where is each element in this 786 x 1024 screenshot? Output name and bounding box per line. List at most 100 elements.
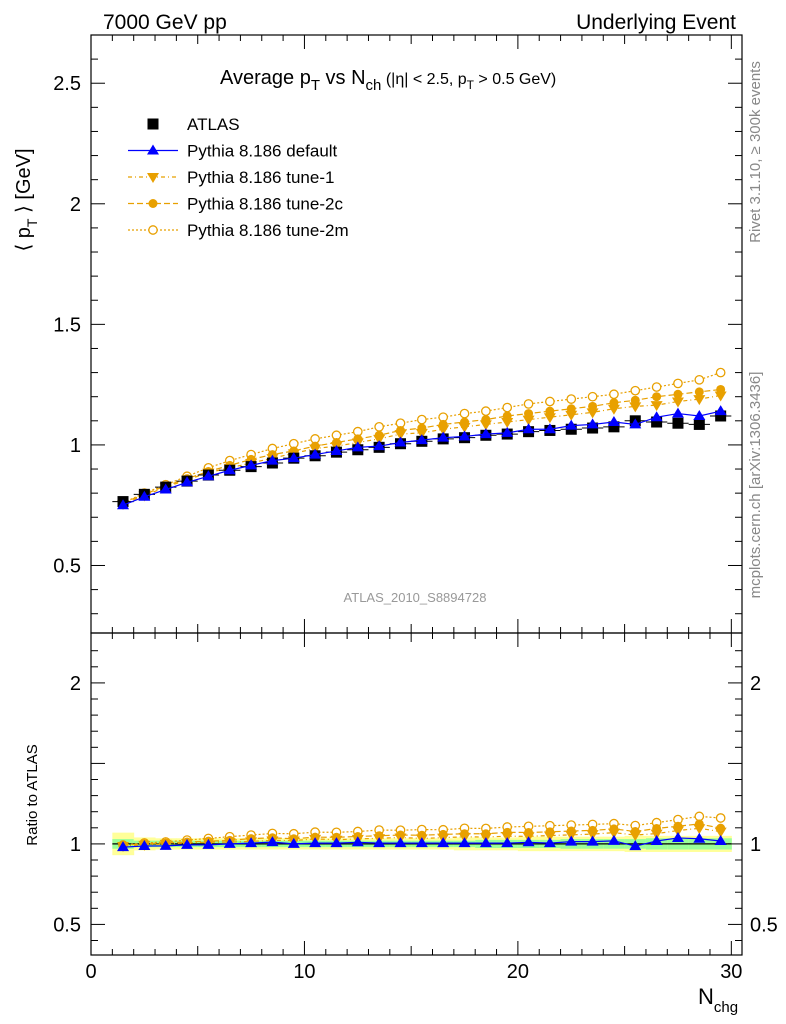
ratio-series-point <box>181 838 194 849</box>
y-tick-label: 1 <box>70 834 81 856</box>
main-series-point <box>223 464 236 475</box>
ratio-series-group <box>117 811 727 853</box>
main-series-point <box>458 422 471 433</box>
ratio-series-point <box>543 837 556 848</box>
main-series-point <box>607 404 620 415</box>
main-series-point <box>630 385 641 396</box>
main-series-point <box>694 387 704 397</box>
main-series-point <box>565 419 578 430</box>
ratio-series-point <box>437 837 450 848</box>
header-left: 7000 GeV pp <box>103 11 227 34</box>
ratio-series-point <box>671 826 684 837</box>
ratio-series-point <box>522 836 535 847</box>
main-series-point <box>159 483 172 494</box>
ratio-series-point <box>330 837 343 848</box>
main-series-point <box>459 408 470 419</box>
x-tick-label: 10 <box>293 961 315 983</box>
ratio-series-triangle-up <box>117 831 727 852</box>
main-series-point <box>373 434 386 445</box>
main-series-point <box>481 406 491 417</box>
ratio-series-point <box>629 840 642 851</box>
main-series-point <box>650 401 663 412</box>
ratio-series-point <box>694 811 705 822</box>
main-series-point <box>608 421 620 433</box>
main-series-point <box>394 436 407 447</box>
legend-marker <box>147 118 159 130</box>
main-series-point <box>714 391 727 402</box>
mcplots-reference-label: mcplots.cern.ch [arXiv:1306.3436] <box>747 372 764 599</box>
ratio-series-point <box>607 834 620 845</box>
ratio-series-point <box>117 841 130 852</box>
legend-label: ATLAS <box>187 115 240 134</box>
y-tick-label-right: 1 <box>750 834 761 856</box>
legend-entry: Pythia 8.186 default <box>128 142 338 161</box>
legend-entry: Pythia 8.186 tune-2c <box>128 195 343 214</box>
ratio-series-point <box>458 837 471 848</box>
ratio-series-point <box>715 813 726 823</box>
main-series-point <box>501 418 514 429</box>
main-series-point <box>437 431 450 442</box>
ratio-series-point <box>586 835 599 846</box>
ratio-series-point <box>671 831 684 842</box>
ratio-axis-ticks: 0 10 20 30 0.5 0.5 1 1 2 2 <box>53 633 778 983</box>
ratio-series-point <box>394 837 407 848</box>
header-right: Underlying Event <box>576 11 736 34</box>
legend-entry: ATLAS <box>147 115 240 134</box>
main-series-point <box>545 396 555 407</box>
main-series-point <box>415 434 428 445</box>
legend-label: Pythia 8.186 tune-1 <box>187 168 334 187</box>
main-series-line <box>122 372 721 504</box>
main-series-point <box>693 418 705 430</box>
main-series-point <box>245 459 258 470</box>
main-series-point <box>415 428 428 439</box>
ratio-series-point <box>543 831 556 842</box>
ratio-series-point <box>138 840 151 851</box>
ratio-series-point <box>629 831 642 842</box>
main-series-point <box>309 448 322 459</box>
ratio-y-axis-label: Ratio to ATLAS <box>24 744 41 845</box>
main-series-point <box>609 389 619 400</box>
main-series-point <box>501 426 514 437</box>
x-tick-label: 30 <box>720 961 742 983</box>
main-series-point <box>565 410 578 421</box>
x-axis-label: Nchg <box>698 984 738 1016</box>
main-series-point <box>693 395 706 406</box>
legend-marker <box>148 199 158 208</box>
main-series-point <box>650 411 663 422</box>
main-series-group <box>112 367 732 510</box>
main-series-point <box>672 417 684 429</box>
y-tick-label: 2.5 <box>53 73 81 95</box>
legend-label: Pythia 8.186 default <box>187 142 338 161</box>
main-series-point <box>502 402 513 413</box>
main-series-point <box>715 410 727 422</box>
y-tick-label: 2 <box>70 194 81 216</box>
main-series-point <box>671 397 684 408</box>
main-series-point <box>394 430 407 441</box>
legend-label: Pythia 8.186 tune-2c <box>187 195 343 214</box>
main-series-point <box>651 382 662 392</box>
main-series-point <box>138 490 151 501</box>
main-series-point <box>351 441 364 452</box>
ratio-series-point <box>245 837 258 848</box>
main-series-point <box>673 389 683 399</box>
main-series-point <box>566 394 577 404</box>
main-series-point <box>673 378 683 389</box>
main-series-point <box>522 423 535 434</box>
main-series-point <box>607 416 620 427</box>
ratio-series-point <box>586 830 599 841</box>
main-series-point <box>693 409 706 420</box>
legend-marker <box>148 225 158 235</box>
ratio-series-point <box>351 836 364 847</box>
legend-label: Pythia 8.186 tune-2m <box>187 221 349 240</box>
plot-title: Average pT vs Nch (|η| < 2.5, pT > 0.5 G… <box>220 67 556 94</box>
main-series-point <box>181 476 194 487</box>
legend-marker <box>147 144 159 155</box>
main-y-axis-label: ⟨ pT ⟩ [GeV] <box>13 148 40 251</box>
main-series-point <box>629 402 642 413</box>
ratio-series-point <box>501 837 514 848</box>
y-tick-label: 0.5 <box>53 914 81 936</box>
main-series-triangle-down <box>117 391 727 510</box>
y-tick-label-right: 2 <box>750 673 761 695</box>
main-series-triangle-up <box>117 405 727 510</box>
main-series-point <box>652 392 662 402</box>
